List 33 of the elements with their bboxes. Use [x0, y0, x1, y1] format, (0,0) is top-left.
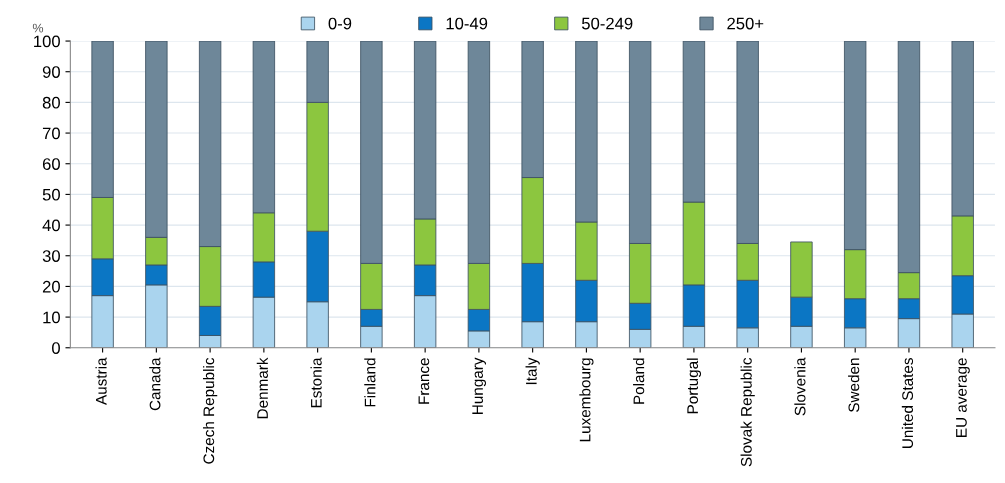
x-tick-label: Slovak Republic: [740, 357, 755, 467]
x-tick-label: Portugal: [686, 358, 702, 414]
x-tick-label: Czech Republic: [202, 357, 218, 464]
y-tick-label: 50: [42, 188, 60, 201]
y-tick-label: 20: [42, 280, 60, 293]
x-tick-label: Austria: [95, 357, 107, 405]
x-tick-label: Denmark: [256, 357, 268, 419]
x-tick-label: Estonia: [310, 357, 322, 408]
y-tick-label: 0: [52, 342, 60, 354]
legend-label: 250+: [727, 17, 764, 30]
x-tick-label: United States: [901, 358, 914, 449]
y-tick-label: 100: [34, 35, 60, 48]
y-tick-label: 60: [42, 158, 60, 170]
legend-label: 10-49: [446, 17, 488, 30]
x-tick-label: Finland: [364, 358, 376, 407]
y-tick-label: 40: [42, 219, 60, 232]
x-tick-label: Canada: [149, 357, 161, 411]
legend-label: 0-9: [328, 17, 352, 30]
x-tick-label: Poland: [633, 358, 645, 404]
y-axis-title: %: [32, 23, 44, 33]
x-tick-label: Luxembourg: [579, 358, 594, 442]
x-tick-label: Sweden: [848, 358, 860, 412]
x-tick-label: EU average: [956, 358, 970, 437]
y-tick-label: 90: [42, 66, 60, 78]
x-tick-label: Hungary: [472, 357, 487, 414]
legend-label: 50-249: [581, 17, 633, 30]
x-tick-label: Italy: [525, 357, 540, 385]
y-tick-label: 10: [43, 311, 60, 324]
y-tick-label: 30: [42, 250, 60, 262]
x-tick-label: France: [418, 358, 430, 404]
x-tick-label: Slovenia: [794, 357, 806, 416]
y-tick-label: 80: [42, 96, 60, 109]
y-tick-label: 70: [42, 127, 60, 140]
